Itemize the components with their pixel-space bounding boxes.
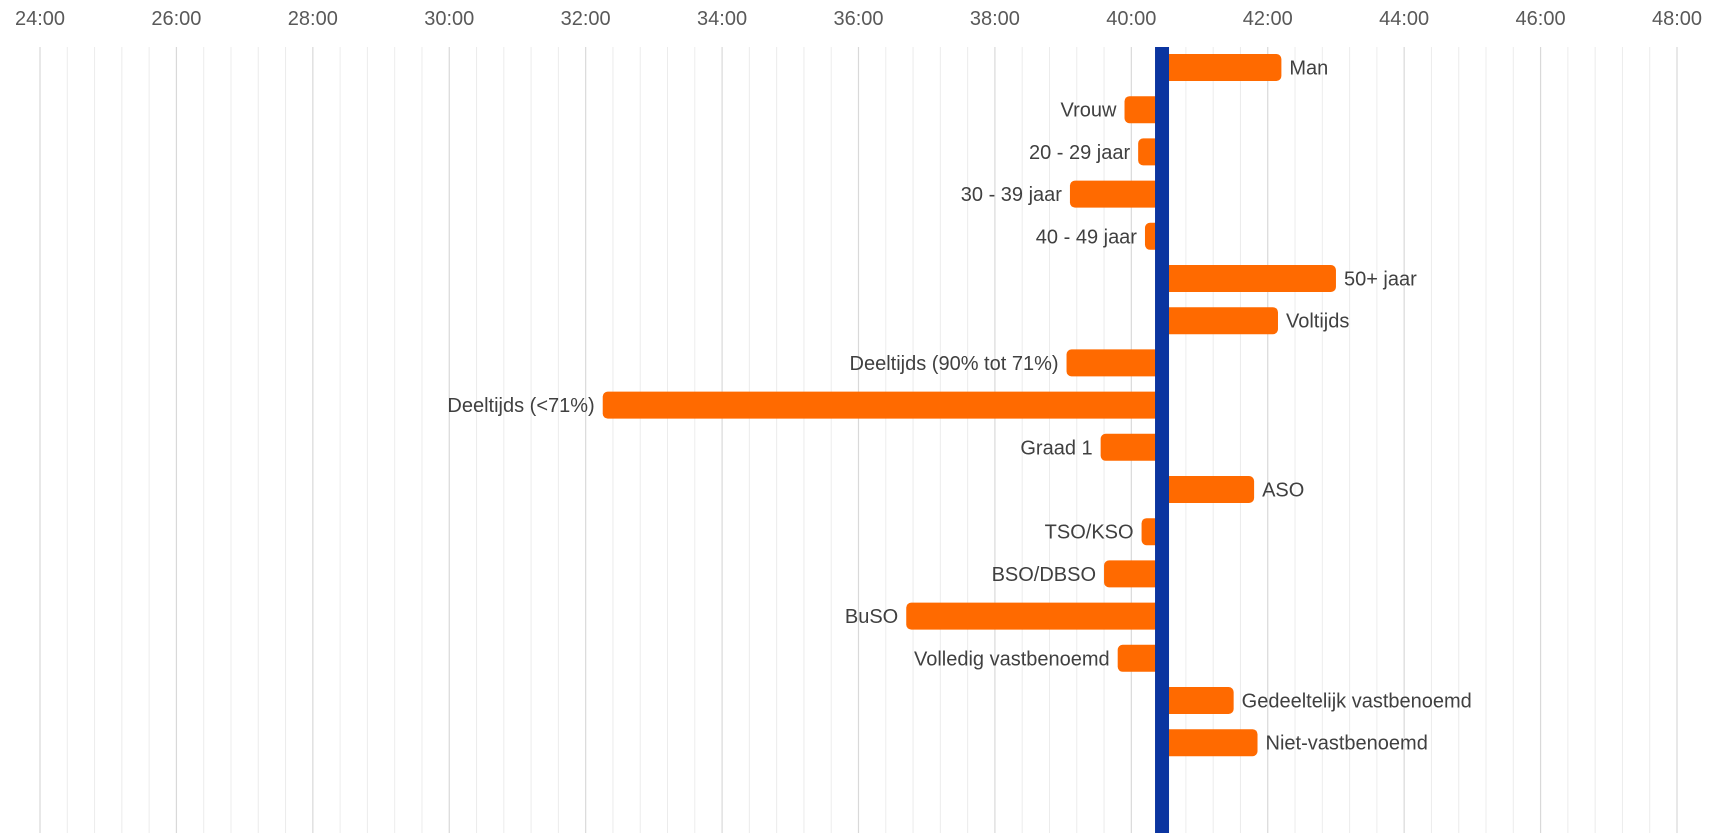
bar xyxy=(1100,433,1163,461)
bar xyxy=(1162,687,1234,714)
x-tick-label: 38:00 xyxy=(970,8,1020,30)
bar-label: 40 - 49 jaar xyxy=(1036,226,1138,248)
bar xyxy=(906,602,1163,630)
x-tick-label: 48:00 xyxy=(1652,8,1702,30)
bar-label: 30 - 39 jaar xyxy=(961,184,1063,206)
bar-label: TSO/KSO xyxy=(1045,522,1134,544)
x-tick-label: 24:00 xyxy=(15,8,65,30)
x-tick-label: 26:00 xyxy=(151,8,201,30)
bar xyxy=(1069,180,1163,208)
bar-label: 50+ jaar xyxy=(1344,269,1417,291)
bar-label: Graad 1 xyxy=(1020,437,1092,459)
x-tick-label: 46:00 xyxy=(1516,8,1566,30)
bar xyxy=(602,391,1163,419)
x-tick-label: 44:00 xyxy=(1379,8,1429,30)
bar-label: BuSO xyxy=(845,606,898,628)
bar-label: Voltijds xyxy=(1286,311,1349,333)
x-tick-label: 40:00 xyxy=(1106,8,1156,30)
x-tick-label: 34:00 xyxy=(697,8,747,30)
bar-label: Vrouw xyxy=(1061,100,1118,122)
bar xyxy=(1162,54,1282,81)
bar-label: Volledig vastbenoemd xyxy=(914,648,1110,670)
bar xyxy=(1124,96,1163,124)
bar xyxy=(1162,476,1255,503)
bars xyxy=(602,54,1336,757)
bar xyxy=(1104,560,1163,588)
bar xyxy=(1162,265,1336,292)
bar xyxy=(1117,644,1163,672)
x-axis-tick-labels: 24:00 26:00 28:00 30:00 32:00 34:00 36:00 38:00… xyxy=(15,8,1702,30)
bar-labels: Man Vrouw 20 - 29 jaar 30 - 39 jaar 40 - 49 … xyxy=(447,58,1471,755)
x-tick-label: 42:00 xyxy=(1243,8,1293,30)
bar-label: Man xyxy=(1289,58,1328,80)
x-tick-label: 30:00 xyxy=(424,8,474,30)
x-tick-label: 28:00 xyxy=(288,8,338,30)
bar xyxy=(1162,307,1278,335)
bar-label: Deeltijds (90% tot 71%) xyxy=(850,353,1059,375)
bar-label: ASO xyxy=(1262,480,1304,502)
gridlines xyxy=(39,47,1678,833)
x-tick-label: 36:00 xyxy=(833,8,883,30)
bar-label: BSO/DBSO xyxy=(992,564,1096,586)
bar-label: Deeltijds (<71%) xyxy=(447,395,594,417)
x-tick-label: 32:00 xyxy=(561,8,611,30)
bar-label: Niet-vastbenoemd xyxy=(1266,733,1428,755)
bar xyxy=(1162,729,1258,757)
bar-label: 20 - 29 jaar xyxy=(1029,142,1131,164)
bar-label: Gedeeltelijk vastbenoemd xyxy=(1242,691,1472,713)
bar xyxy=(1066,349,1163,377)
